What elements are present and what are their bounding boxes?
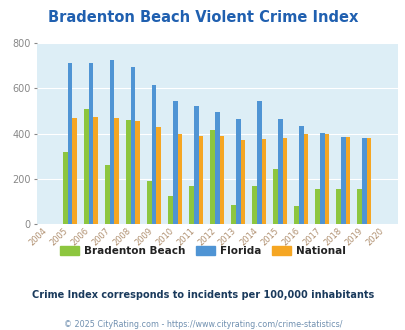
- Bar: [261, 139, 266, 224]
- Bar: [84, 109, 89, 224]
- Bar: [189, 186, 194, 224]
- Text: Bradenton Beach Violent Crime Index: Bradenton Beach Violent Crime Index: [48, 10, 357, 25]
- Bar: [315, 189, 319, 224]
- Bar: [298, 126, 303, 224]
- Bar: [63, 152, 68, 224]
- Bar: [319, 133, 324, 224]
- Bar: [68, 63, 72, 224]
- Bar: [173, 101, 177, 224]
- Bar: [210, 130, 214, 224]
- Text: © 2025 CityRating.com - https://www.cityrating.com/crime-statistics/: © 2025 CityRating.com - https://www.city…: [64, 320, 341, 329]
- Bar: [273, 169, 277, 224]
- Bar: [282, 138, 286, 224]
- Bar: [214, 112, 219, 224]
- Bar: [89, 63, 93, 224]
- Bar: [126, 120, 130, 224]
- Bar: [340, 137, 345, 224]
- Bar: [366, 138, 370, 224]
- Bar: [256, 101, 261, 224]
- Bar: [198, 136, 202, 224]
- Bar: [114, 118, 119, 224]
- Bar: [135, 121, 140, 224]
- Bar: [235, 119, 240, 224]
- Bar: [240, 141, 245, 224]
- Bar: [294, 206, 298, 224]
- Bar: [324, 134, 328, 224]
- Bar: [130, 67, 135, 224]
- Bar: [156, 127, 161, 224]
- Bar: [345, 137, 350, 224]
- Bar: [361, 138, 366, 224]
- Legend: Bradenton Beach, Florida, National: Bradenton Beach, Florida, National: [56, 242, 349, 260]
- Bar: [151, 85, 156, 224]
- Bar: [147, 181, 151, 224]
- Bar: [194, 106, 198, 224]
- Text: Crime Index corresponds to incidents per 100,000 inhabitants: Crime Index corresponds to incidents per…: [32, 290, 373, 300]
- Bar: [105, 165, 110, 224]
- Bar: [231, 205, 235, 224]
- Bar: [356, 189, 361, 224]
- Bar: [93, 116, 98, 224]
- Bar: [252, 186, 256, 224]
- Bar: [168, 196, 173, 224]
- Bar: [219, 136, 224, 224]
- Bar: [177, 134, 182, 224]
- Bar: [335, 189, 340, 224]
- Bar: [303, 134, 307, 224]
- Bar: [277, 119, 282, 224]
- Bar: [110, 60, 114, 224]
- Bar: [72, 118, 77, 224]
